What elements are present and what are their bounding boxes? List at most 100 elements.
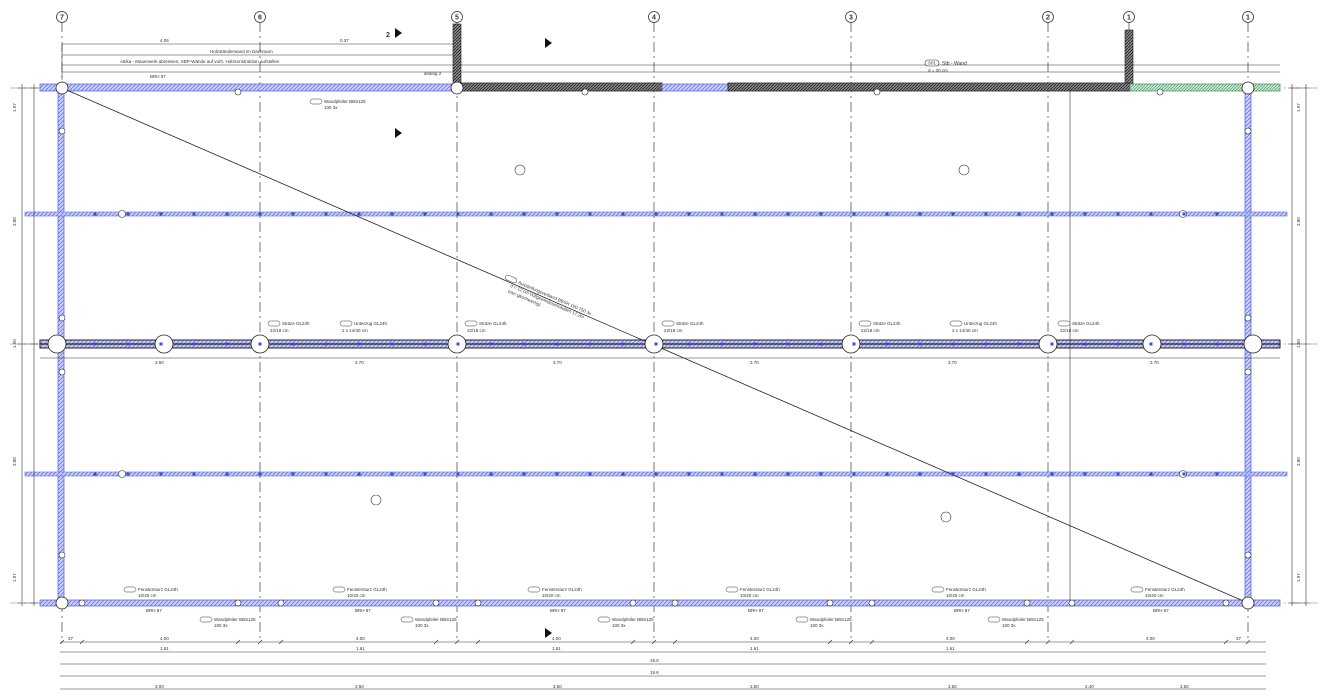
dimension-tick xyxy=(59,639,65,645)
svg-text:Stütze GL24h: Stütze GL24h xyxy=(1072,321,1100,326)
beam-marker xyxy=(819,472,823,476)
svg-text:3.80: 3.80 xyxy=(12,457,17,466)
axis-bubble: 7 xyxy=(56,11,68,23)
svg-text:d = 12 cm Vollgewindeschrauben: d = 12 cm Vollgewindeschrauben 17.2m xyxy=(510,283,586,320)
svg-text:BRH 87: BRH 87 xyxy=(748,608,764,613)
svg-text:BRH 87: BRH 87 xyxy=(1153,608,1169,613)
svg-text:1.61: 1.61 xyxy=(552,646,561,651)
svg-text:4.00: 4.00 xyxy=(552,636,561,641)
beam-marker xyxy=(621,472,625,476)
beam-marker xyxy=(1083,472,1087,476)
top-wall-east xyxy=(1129,83,1281,92)
dimension-tick xyxy=(475,639,481,645)
beam-marker xyxy=(555,472,559,476)
beam-marker xyxy=(324,472,328,476)
beam-marker xyxy=(1116,472,1120,476)
svg-text:3.50: 3.50 xyxy=(1180,684,1189,689)
post-labels: Stütze GL24h 22/18 cm Stütze GL24h 22/18 c… xyxy=(267,320,1100,333)
beam-marker xyxy=(390,342,394,346)
beam-marker xyxy=(1215,472,1219,476)
svg-text:100 3x: 100 3x xyxy=(214,623,228,628)
beam-marker xyxy=(489,342,493,346)
svg-text:3.50: 3.50 xyxy=(750,684,759,689)
svg-text:22/18 cm: 22/18 cm xyxy=(270,328,289,333)
svg-text:Stütze GL24h: Stütze GL24h xyxy=(873,321,901,326)
svg-text:100 3x: 100 3x xyxy=(1002,623,1016,628)
svg-text:Unterzug GL24h: Unterzug GL24h xyxy=(354,321,388,326)
beam-marker xyxy=(291,212,295,216)
wall-stub xyxy=(1124,29,1134,89)
svg-text:19.6: 19.6 xyxy=(650,658,659,663)
post-label: Stütze GL24h 22/18 cm xyxy=(858,320,901,333)
svg-text:4.00: 4.00 xyxy=(160,636,169,641)
beam-marker xyxy=(423,342,427,346)
svg-text:1.61: 1.61 xyxy=(356,646,365,651)
beam-marker xyxy=(1215,342,1219,346)
svg-text:10/40 cm: 10/40 cm xyxy=(740,593,759,598)
beam-marker xyxy=(159,212,163,216)
header-note-2: Attika - Mauerwerk abreissen, SBP-Wände … xyxy=(120,59,280,64)
svg-text:2 x 14/40 cm: 2 x 14/40 cm xyxy=(952,328,978,333)
beam-marker xyxy=(1149,342,1153,346)
beam-marker xyxy=(423,212,427,216)
svg-text:d = 20 cm: d = 20 cm xyxy=(928,68,948,73)
beam-marker xyxy=(225,212,229,216)
beam-marker xyxy=(951,342,955,346)
beam-label: Unterzug GL24h 2 x 14/40 cm xyxy=(949,320,998,333)
svg-text:Fenstersturz GL24h: Fenstersturz GL24h xyxy=(347,587,387,592)
svg-text:Fenstersturz GL24h: Fenstersturz GL24h xyxy=(1145,587,1185,592)
beam-marker xyxy=(786,212,790,216)
axis-bubble: 1 xyxy=(1242,11,1254,23)
svg-text:4.00: 4.00 xyxy=(946,636,955,641)
svg-text:2: 2 xyxy=(386,32,390,39)
axis-bubble: 2 xyxy=(1042,11,1054,23)
beam-marker xyxy=(852,212,856,216)
beam-marker xyxy=(588,342,592,346)
columns xyxy=(47,81,1263,610)
south-wall xyxy=(39,599,1281,607)
svg-text:3.70: 3.70 xyxy=(750,360,759,365)
steel-wall-tag: S01 Stb - Wand d = 20 cm xyxy=(924,59,967,73)
dimension-tick xyxy=(848,639,854,645)
svg-text:3.80: 3.80 xyxy=(1296,217,1301,226)
beam-marker xyxy=(1050,472,1054,476)
dimension-tick xyxy=(257,639,263,645)
svg-text:3.70: 3.70 xyxy=(948,360,957,365)
dimension-tick xyxy=(454,639,460,645)
beam-marker xyxy=(885,212,889,216)
beam-marker xyxy=(126,472,130,476)
beam-marker xyxy=(1017,472,1021,476)
header-note-1: Holzständerwand im Dachraum xyxy=(210,49,273,54)
beam-marker xyxy=(918,472,922,476)
beam-marker xyxy=(819,342,823,346)
beam-marker xyxy=(225,472,229,476)
beam-marker xyxy=(1215,212,1219,216)
svg-text:10/40 cm: 10/40 cm xyxy=(542,593,561,598)
svg-text:BRH 87: BRH 87 xyxy=(355,608,371,613)
svg-text:10/40 cm: 10/40 cm xyxy=(946,593,965,598)
post-label: Stütze GL24h 22/18 cm xyxy=(661,320,704,333)
beam-marker xyxy=(390,212,394,216)
beam-marker xyxy=(984,342,988,346)
svg-text:2.40: 2.40 xyxy=(1085,684,1094,689)
section-markers: 2 xyxy=(386,28,552,638)
dimension-tick xyxy=(235,639,241,645)
beam-marker xyxy=(852,342,856,346)
beam-marker xyxy=(324,212,328,216)
svg-text:2 x 14/40 cm: 2 x 14/40 cm xyxy=(342,328,368,333)
axis-bubbles: 7 6 5 4 3 2 1 1 xyxy=(56,11,1254,23)
beam-marker xyxy=(1116,212,1120,216)
beam-marker xyxy=(720,212,724,216)
beam-marker xyxy=(588,212,592,216)
beam-marker xyxy=(258,212,262,216)
header-dimensions xyxy=(61,43,1280,80)
svg-text:1.61: 1.61 xyxy=(750,646,759,651)
svg-text:1.61: 1.61 xyxy=(160,646,169,651)
beam-marker xyxy=(720,472,724,476)
right-dim-labels: 1.97 3.80 1.50 3.80 1.97 xyxy=(1296,103,1301,582)
